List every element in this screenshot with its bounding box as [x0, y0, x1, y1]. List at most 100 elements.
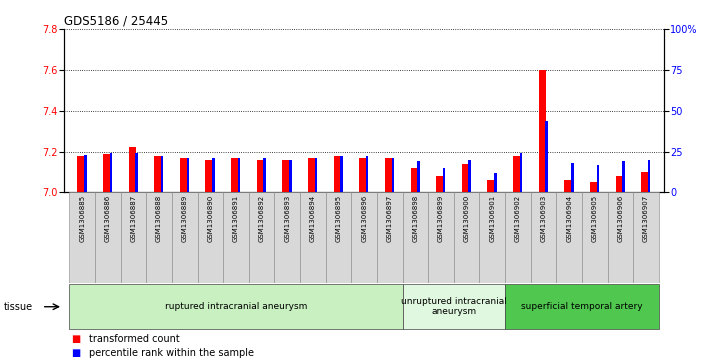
Bar — [564, 180, 571, 192]
Bar — [263, 158, 266, 192]
FancyBboxPatch shape — [403, 192, 428, 283]
Text: ■: ■ — [71, 348, 81, 358]
Bar — [641, 172, 648, 192]
Text: GSM1306898: GSM1306898 — [413, 195, 418, 242]
Bar — [545, 121, 548, 192]
Bar — [590, 182, 597, 192]
Bar — [315, 158, 317, 192]
FancyBboxPatch shape — [248, 192, 274, 283]
Text: GSM1306897: GSM1306897 — [387, 195, 393, 242]
Text: GSM1306890: GSM1306890 — [207, 195, 213, 242]
Bar — [468, 160, 471, 192]
Bar — [84, 155, 86, 192]
FancyBboxPatch shape — [274, 192, 300, 283]
Bar — [186, 158, 189, 192]
Bar — [494, 173, 497, 192]
FancyBboxPatch shape — [428, 192, 454, 283]
FancyBboxPatch shape — [69, 284, 403, 329]
Text: GSM1306887: GSM1306887 — [131, 195, 136, 242]
FancyBboxPatch shape — [69, 192, 95, 283]
Bar — [282, 160, 290, 192]
Bar — [308, 158, 315, 192]
Text: GSM1306894: GSM1306894 — [310, 195, 316, 242]
Text: GSM1306895: GSM1306895 — [336, 195, 341, 242]
Text: ruptured intracranial aneurysm: ruptured intracranial aneurysm — [165, 302, 307, 311]
FancyBboxPatch shape — [351, 192, 377, 283]
FancyBboxPatch shape — [326, 192, 351, 283]
Bar — [231, 158, 238, 192]
FancyBboxPatch shape — [223, 192, 248, 283]
Text: GSM1306885: GSM1306885 — [79, 195, 85, 242]
FancyBboxPatch shape — [95, 192, 121, 283]
Bar — [341, 156, 343, 192]
Text: superficial temporal artery: superficial temporal artery — [521, 302, 643, 311]
Text: tissue: tissue — [4, 302, 33, 312]
Bar — [212, 158, 215, 192]
Text: GSM1306888: GSM1306888 — [156, 195, 162, 242]
Text: GSM1306889: GSM1306889 — [182, 195, 188, 242]
Bar — [488, 180, 495, 192]
FancyBboxPatch shape — [505, 284, 659, 329]
Bar — [648, 160, 650, 192]
Text: transformed count: transformed count — [89, 334, 180, 344]
Bar — [180, 158, 187, 192]
Text: percentile rank within the sample: percentile rank within the sample — [89, 348, 254, 358]
FancyBboxPatch shape — [403, 284, 505, 329]
Text: ■: ■ — [71, 334, 81, 344]
FancyBboxPatch shape — [377, 192, 403, 283]
Bar — [571, 163, 573, 192]
Text: GSM1306893: GSM1306893 — [284, 195, 291, 242]
Bar — [391, 158, 394, 192]
FancyBboxPatch shape — [454, 192, 480, 283]
Bar — [77, 156, 84, 192]
FancyBboxPatch shape — [633, 192, 659, 283]
Text: GSM1306900: GSM1306900 — [463, 195, 470, 242]
Bar — [206, 160, 213, 192]
Bar — [135, 153, 138, 192]
Bar — [385, 158, 392, 192]
Bar — [417, 161, 420, 192]
Bar — [597, 164, 599, 192]
Text: GSM1306907: GSM1306907 — [643, 195, 649, 242]
Bar — [513, 156, 521, 192]
FancyBboxPatch shape — [556, 192, 582, 283]
Text: GSM1306896: GSM1306896 — [361, 195, 367, 242]
Text: GDS5186 / 25445: GDS5186 / 25445 — [64, 15, 169, 28]
Bar — [366, 156, 368, 192]
Bar — [257, 160, 264, 192]
Bar — [333, 156, 341, 192]
FancyBboxPatch shape — [505, 192, 531, 283]
FancyBboxPatch shape — [172, 192, 198, 283]
FancyBboxPatch shape — [480, 192, 505, 283]
FancyBboxPatch shape — [582, 192, 608, 283]
FancyBboxPatch shape — [300, 192, 326, 283]
Text: GSM1306901: GSM1306901 — [489, 195, 496, 242]
Bar — [436, 176, 443, 192]
FancyBboxPatch shape — [121, 192, 146, 283]
Text: GSM1306891: GSM1306891 — [233, 195, 239, 242]
Bar — [103, 154, 110, 192]
Text: GSM1306899: GSM1306899 — [438, 195, 444, 242]
Text: GSM1306905: GSM1306905 — [592, 195, 598, 242]
Bar — [520, 153, 522, 192]
FancyBboxPatch shape — [198, 192, 223, 283]
Text: GSM1306906: GSM1306906 — [618, 195, 623, 242]
Text: unruptured intracranial
aneurysm: unruptured intracranial aneurysm — [401, 297, 507, 317]
Bar — [462, 164, 469, 192]
Text: GSM1306903: GSM1306903 — [540, 195, 546, 242]
FancyBboxPatch shape — [531, 192, 556, 283]
Bar — [161, 156, 164, 192]
Text: GSM1306892: GSM1306892 — [258, 195, 265, 242]
Text: GSM1306904: GSM1306904 — [566, 195, 572, 242]
Bar — [289, 160, 291, 192]
Bar — [443, 168, 446, 192]
Text: GSM1306886: GSM1306886 — [105, 195, 111, 242]
Bar — [615, 176, 623, 192]
Bar — [238, 158, 241, 192]
Text: GSM1306902: GSM1306902 — [515, 195, 521, 242]
Bar — [411, 168, 418, 192]
Bar — [154, 156, 161, 192]
Bar — [359, 158, 366, 192]
FancyBboxPatch shape — [608, 192, 633, 283]
Bar — [110, 153, 112, 192]
